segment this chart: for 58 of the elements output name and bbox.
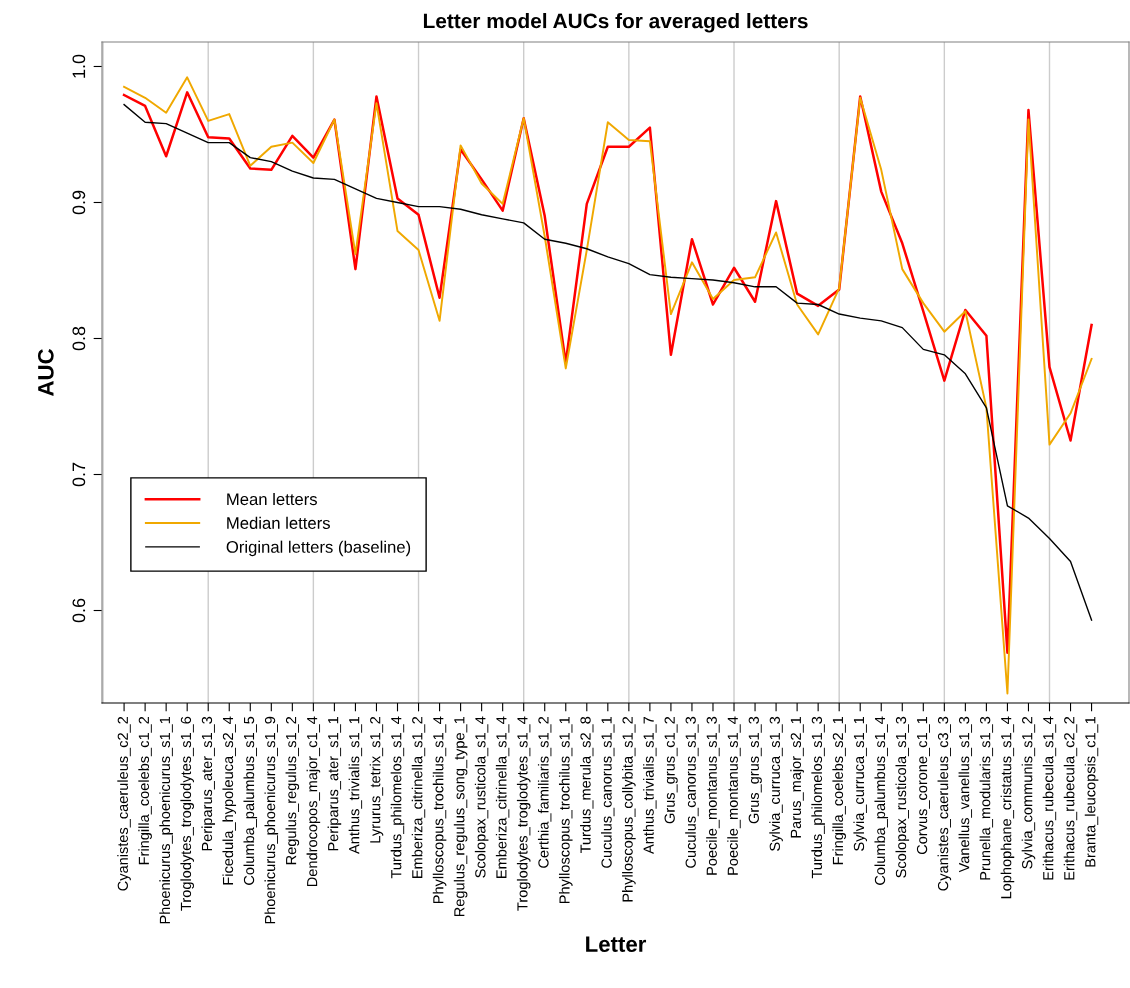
x-tick-label: Fringilla_coelebs_c1_2 [138, 716, 152, 865]
x-tick-label: Ficedula_hypoleuca_s2_4 [222, 716, 237, 885]
x-tick-label: Phylloscopus_trochilus_s1_4 [432, 716, 447, 904]
x-tick-label: Anthus_trivialis_s1_1 [348, 716, 363, 854]
x-tick-label: Columba_palumbus_s1_4 [874, 716, 889, 885]
x-tick-label: Fringilla_coelebs_s2_1 [832, 716, 846, 865]
x-tick-label: Periparus_ater_s1_3 [201, 716, 216, 851]
x-tick-label: Grus_grus_c1_2 [664, 716, 678, 824]
x-tick-label: Lophophane_cristatus_s1_4 [1000, 716, 1015, 899]
y-tick-label: 0.8 [72, 326, 86, 351]
x-tick-label: Scolopax_rusticola_s1_4 [474, 716, 489, 878]
x-tick-label: Phoenicurus_phoenicurus_s1_9 [264, 716, 279, 924]
x-tick-label: Emberiza_citrinella_s1_4 [495, 716, 510, 878]
chart-title: Letter model AUCs for averaged letters [423, 13, 808, 33]
x-tick-label: Certhia_familiaris_s1_2 [537, 716, 552, 868]
x-tick-label: Troglodytes_troglodytes_s1_4 [516, 716, 531, 911]
x-tick-label: Parus_major_s2_1 [790, 716, 804, 838]
x-tick-label: Grus_grus_s1_3 [748, 716, 762, 824]
x-tick-label: Erithacus_rubecula_s1_4 [1042, 716, 1057, 880]
legend-label: Median letters [227, 516, 330, 529]
x-tick-label: Sylvia_curruca_s1_1 [853, 716, 868, 851]
x-tick-label: Phylloscopus_trochilus_s1_1 [558, 716, 573, 904]
x-tick-label: Scolopax_rusticola_s1_3 [895, 716, 910, 878]
x-tick-label: Anthus_trivialis_s1_7 [643, 716, 657, 854]
x-tick-label: Cyanistes_caeruleus_c2_2 [117, 716, 131, 891]
x-tick-label: Troglodytes_troglodytes_s1_6 [180, 716, 194, 911]
y-tick-label: 0.7 [72, 462, 86, 487]
x-tick-label: Corvus_corone_c1_1 [916, 716, 930, 855]
y-axis-title: AUC [37, 349, 54, 397]
x-tick-label: Dendrocopos_major_c1_4 [306, 716, 321, 887]
y-tick-label: 0.9 [72, 190, 86, 215]
x-tick-label: Periparus_ater_s1_1 [327, 716, 342, 851]
x-tick-label: Columba_palumbus_s1_5 [243, 716, 258, 885]
x-tick-label: Sylvia_communis_s1_2 [1021, 716, 1036, 869]
x-tick-label: Phoenicurus_phoenicurus_s1_1 [159, 716, 173, 924]
x-tick-label: Regulus_regulus_song_type_1 [453, 716, 468, 917]
x-tick-label: Poecile_montanus_s1_4 [727, 716, 741, 875]
x-tick-label: Lyrurus_tetrix_s1_2 [369, 716, 384, 843]
y-tick-label: 0.6 [72, 598, 86, 623]
x-tick-label: Poecile_montanus_s1_3 [706, 716, 720, 875]
x-tick-label: Turdus_philomelos_s1_4 [390, 716, 405, 879]
x-tick-label: Prunella_modularis_s1_3 [979, 716, 994, 880]
y-tick-label: 1.0 [72, 54, 86, 78]
x-tick-label: Emberiza_citrinella_s1_2 [411, 716, 426, 878]
x-tick-label: Cuculus_canorus_s1_1 [601, 716, 615, 868]
legend-label: Mean letters [227, 492, 317, 506]
x-tick-label: Branta_leucopsis_c1_1 [1084, 716, 1099, 867]
x-axis-title: Letter [586, 936, 647, 952]
x-tick-label: Turdus_merula_s2_8 [579, 716, 594, 854]
x-tick-label: Regulus_regulus_s1_2 [285, 716, 300, 865]
x-tick-label: Vanellus_vanellus_s1_3 [958, 716, 973, 873]
x-tick-label: Sylvia_curruca_s1_3 [769, 716, 783, 851]
x-tick-label: Phylloscopus_collybita_s1_2 [622, 716, 636, 902]
legend-label: Original letters (baseline) [226, 540, 411, 557]
x-tick-label: Erithacus_rubecula_c2_2 [1063, 716, 1078, 880]
x-tick-label: Cyanistes_caeruleus_c3_3 [937, 716, 952, 891]
x-tick-label: Turdus_philomelos_s1_3 [811, 716, 825, 879]
x-tick-label: Cuculus_canorus_s1_3 [685, 716, 699, 868]
